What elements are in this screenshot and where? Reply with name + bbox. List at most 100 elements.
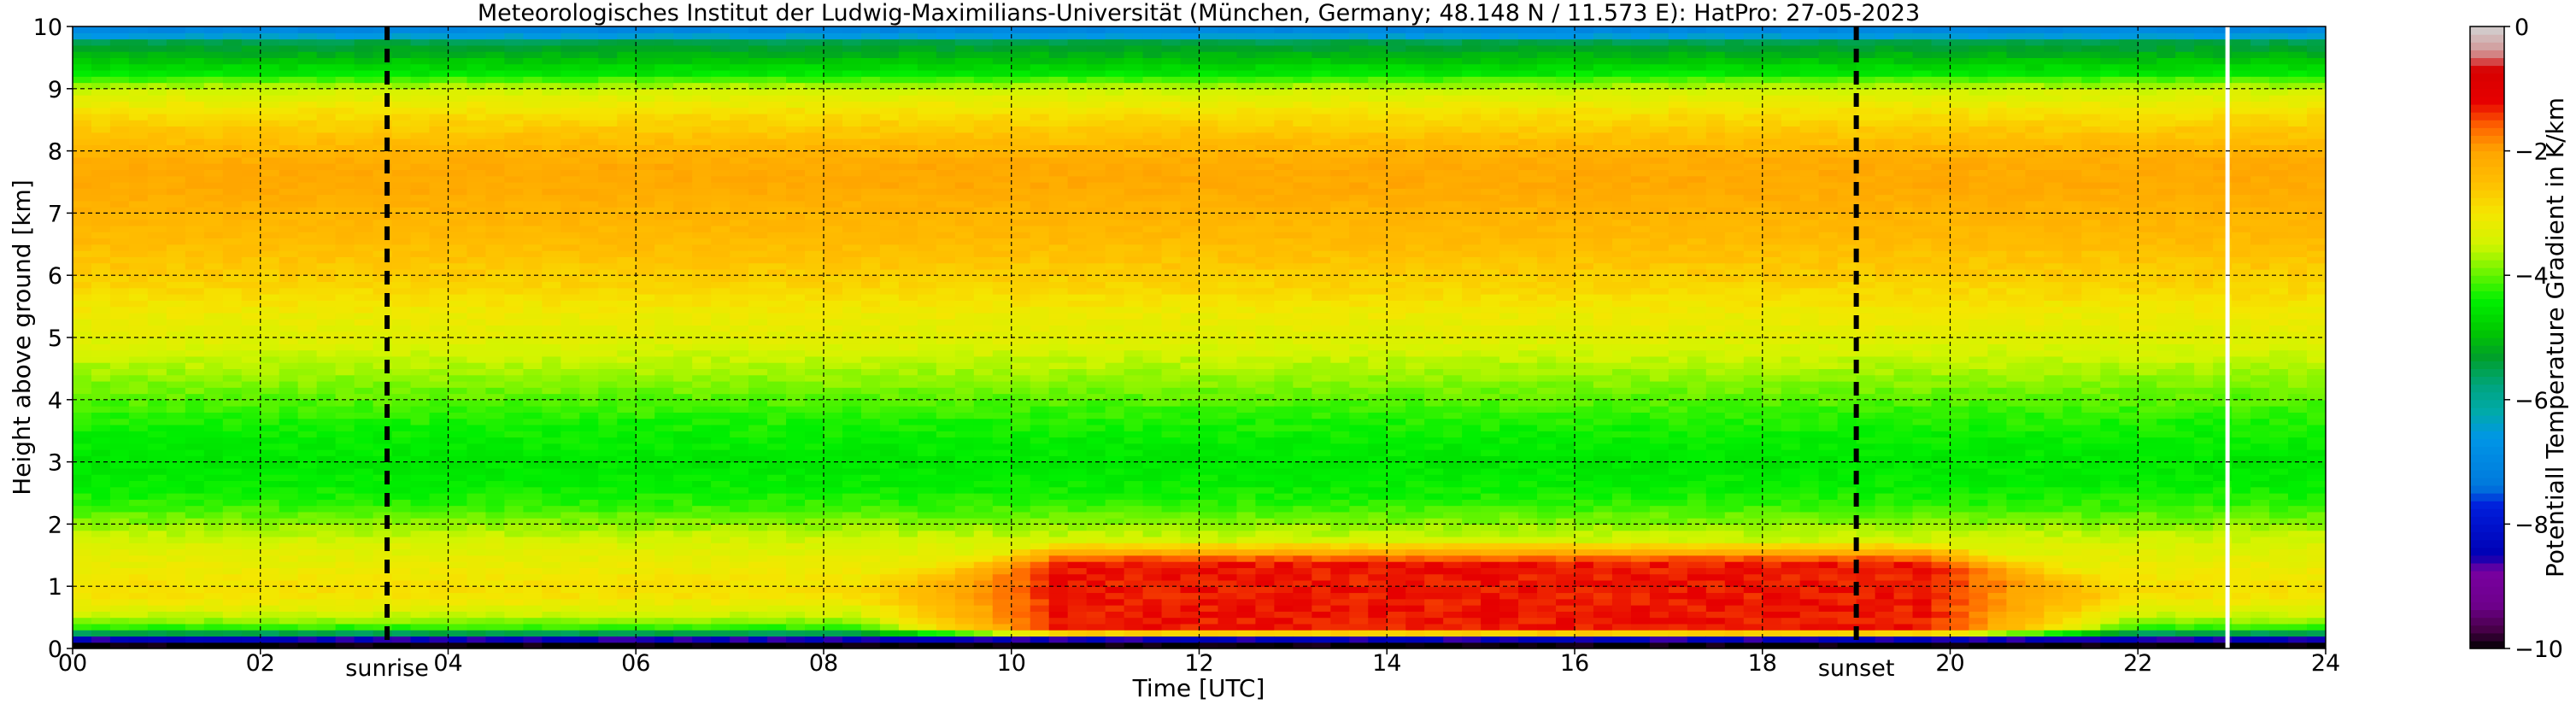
heatmap-cell: [842, 406, 862, 413]
heatmap-cell: [448, 412, 468, 419]
heatmap-cell: [185, 536, 205, 543]
heatmap-cell: [391, 592, 412, 600]
heatmap-cell: [297, 101, 318, 109]
heatmap-cell: [147, 238, 167, 245]
heatmap-cell: [429, 331, 449, 338]
heatmap-cell: [109, 57, 130, 65]
heatmap-cell: [992, 431, 1012, 438]
heatmap-cell: [523, 337, 543, 344]
heatmap-cell: [429, 219, 449, 226]
heatmap-cell: [560, 518, 580, 525]
heatmap-cell: [91, 200, 111, 208]
heatmap-cell: [147, 88, 167, 96]
heatmap-cell: [636, 362, 655, 369]
heatmap-cell: [560, 163, 580, 171]
heatmap-cell: [448, 38, 468, 46]
heatmap-cell: [429, 493, 449, 500]
heatmap-cell: [73, 467, 92, 475]
heatmap-cell: [410, 474, 431, 482]
heatmap-cell: [410, 486, 431, 494]
heatmap-cell: [128, 232, 149, 239]
heatmap-cell: [91, 175, 111, 183]
heatmap-cell: [954, 355, 975, 363]
heatmap-cell: [673, 144, 693, 152]
heatmap-cell: [109, 182, 130, 189]
heatmap-cell: [109, 200, 130, 208]
heatmap-cell: [898, 175, 918, 183]
heatmap-cell: [730, 88, 749, 96]
heatmap-cell: [147, 511, 167, 519]
heatmap-cell: [842, 387, 862, 395]
heatmap-cell: [128, 424, 149, 431]
heatmap-cell: [917, 194, 937, 202]
heatmap-cell: [128, 132, 149, 139]
heatmap-cell: [824, 355, 843, 363]
heatmap-cell: [410, 362, 431, 369]
heatmap-cell: [654, 26, 674, 33]
heatmap-cell: [504, 536, 524, 543]
heatmap-cell: [692, 524, 712, 531]
heatmap-cell: [73, 518, 92, 525]
heatmap-cell: [786, 262, 806, 270]
heatmap-cell: [636, 63, 655, 71]
heatmap-cell: [617, 418, 637, 425]
heatmap-cell: [466, 467, 487, 475]
heatmap-cell: [185, 281, 205, 289]
heatmap-cell: [203, 169, 224, 177]
heatmap-cell: [860, 169, 881, 177]
heatmap-cell: [316, 455, 337, 463]
heatmap-cell: [824, 200, 843, 208]
heatmap-cell: [73, 642, 92, 648]
heatmap-cell: [579, 617, 599, 625]
heatmap-cell: [203, 300, 224, 308]
heatmap-cell: [504, 399, 524, 407]
heatmap-cell: [485, 268, 506, 276]
heatmap-cell: [109, 51, 130, 58]
heatmap-cell: [560, 250, 580, 257]
heatmap-cell: [824, 82, 843, 90]
heatmap-cell: [542, 294, 561, 301]
heatmap-cell: [260, 573, 280, 581]
heatmap-cell: [297, 524, 318, 531]
heatmap-cell: [373, 518, 393, 525]
heatmap-cell: [373, 132, 393, 139]
heatmap-cell: [636, 175, 655, 183]
heatmap-cell: [279, 156, 299, 164]
heatmap-cell: [128, 431, 149, 438]
heatmap-cell: [654, 437, 674, 444]
heatmap-cell: [973, 262, 994, 270]
heatmap-cell: [992, 486, 1012, 494]
heatmap-cell: [429, 268, 449, 276]
heatmap-cell: [373, 511, 393, 519]
heatmap-cell: [560, 225, 580, 232]
heatmap-cell: [748, 300, 768, 308]
heatmap-cell: [410, 275, 431, 283]
heatmap-cell: [335, 107, 355, 114]
heatmap-cell: [354, 636, 374, 643]
heatmap-cell: [523, 219, 543, 226]
heatmap-cell: [936, 243, 956, 251]
heatmap-cell: [917, 437, 937, 444]
heatmap-cell: [805, 518, 824, 525]
heatmap-cell: [767, 424, 787, 431]
heatmap-cell: [485, 182, 506, 189]
heatmap-cell: [448, 549, 468, 556]
heatmap-cell: [748, 156, 768, 164]
heatmap-cell: [523, 207, 543, 214]
heatmap-cell: [523, 88, 543, 96]
heatmap-cell: [335, 387, 355, 395]
heatmap-cell: [260, 424, 280, 431]
heatmap-cell: [842, 449, 862, 456]
heatmap-cell: [673, 95, 693, 102]
heatmap-cell: [954, 287, 975, 295]
heatmap-cell: [279, 26, 299, 33]
heatmap-cell: [617, 554, 637, 562]
heatmap-cell: [354, 630, 374, 637]
heatmap-cell: [504, 518, 524, 525]
heatmap-cell: [917, 362, 937, 369]
heatmap-cell: [824, 163, 843, 171]
heatmap-cell: [504, 579, 524, 587]
heatmap-cell: [222, 573, 243, 581]
heatmap-cell: [185, 431, 205, 438]
heatmap-cell: [954, 368, 975, 376]
